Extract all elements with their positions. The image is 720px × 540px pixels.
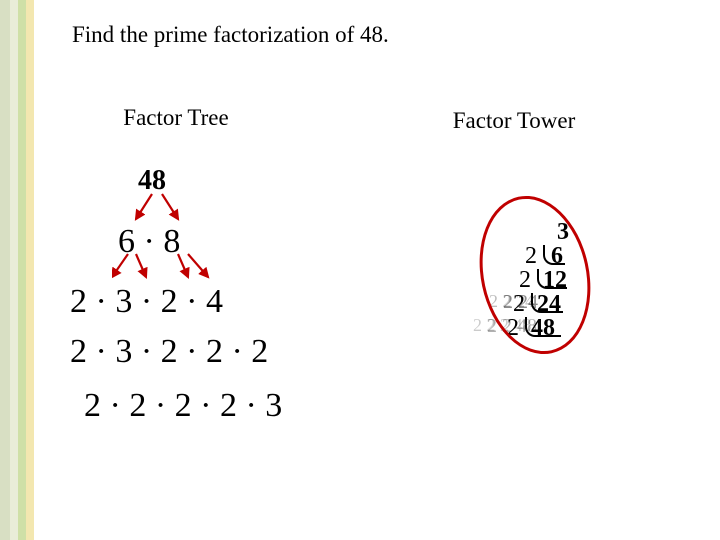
tree-level-2: 2 · 3 · 2 · 4 [70,283,223,321]
tree-level-4: 2 · 2 · 2 · 2 · 3 [84,387,282,425]
heading-factor-tower: Factor Tower [414,108,614,134]
factor-tower: 2 242 2 242 2 482 2 2 48248224212263 [459,195,639,375]
tree-level-3: 2 · 3 · 2 · 2 · 2 [70,333,268,371]
slide-content: Find the prime factorization of 48. Fact… [34,0,720,540]
left-accent-bar [0,0,34,540]
slide-title: Find the prime factorization of 48. [72,22,389,48]
tree-level-1: 6 · 8 [118,223,180,261]
heading-factor-tree: Factor Tree [86,105,266,131]
